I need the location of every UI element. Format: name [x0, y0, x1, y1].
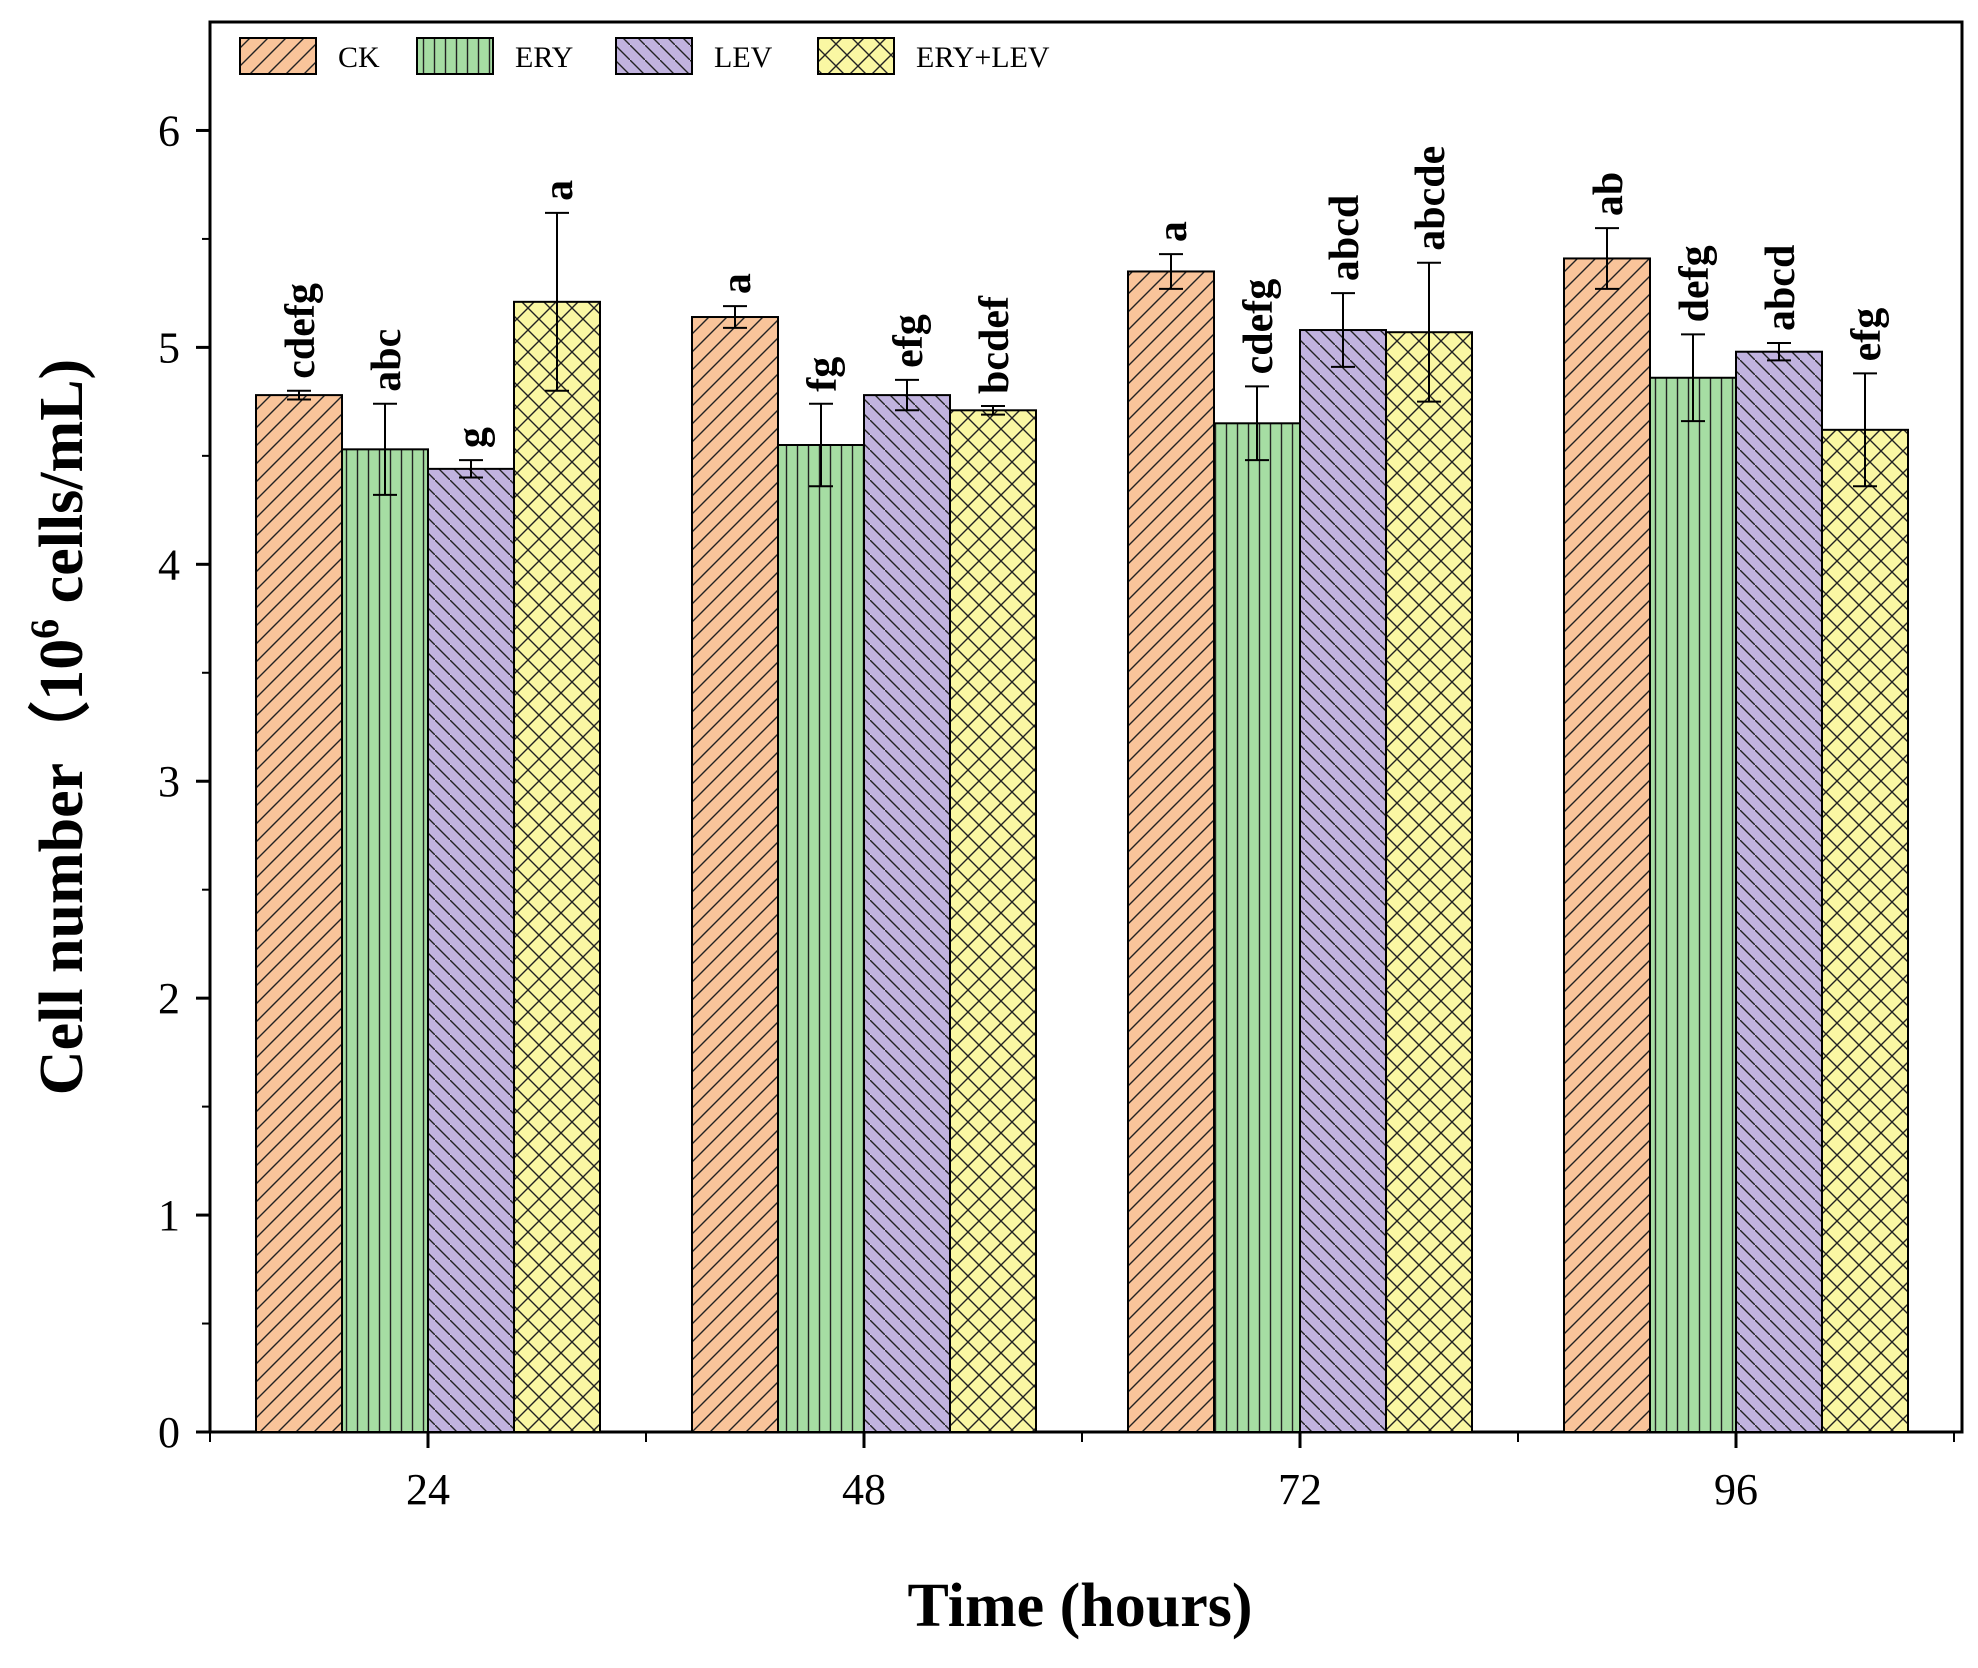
significance-label: a — [1150, 221, 1196, 242]
legend-item: LEV — [615, 37, 773, 75]
error-bar-lev-48 — [895, 378, 919, 412]
legend-swatch — [615, 37, 693, 75]
x-tick-label: 48 — [842, 1465, 886, 1514]
legend: CK ERY LEV ERY+LEV — [239, 37, 1050, 75]
bar-ery-lev-24 — [513, 300, 601, 1433]
bar-ery-lev-96 — [1821, 428, 1909, 1434]
significance-label: ab — [1586, 172, 1632, 216]
bar-lev-48 — [863, 394, 951, 1434]
significance-label: abcde — [1408, 146, 1454, 251]
error-bar-lev-72 — [1331, 292, 1355, 368]
legend-item: CK — [239, 37, 380, 75]
error-bar-lev-96 — [1767, 342, 1791, 362]
error-bar-ery-96 — [1681, 333, 1705, 423]
y-axis-title-unit-suffix: cells/mL) — [28, 359, 96, 619]
legend-swatch — [239, 37, 317, 75]
legend-item: ERY+LEV — [817, 37, 1050, 75]
significance-label: defg — [1672, 245, 1718, 322]
y-tick-label: 0 — [158, 1408, 180, 1457]
significance-label: efg — [1844, 308, 1890, 362]
y-axis-title-unit-prefix: （10 — [26, 639, 96, 763]
error-bars-layer — [287, 211, 1877, 496]
x-axis: 24 48 72 96 — [209, 1432, 1955, 1514]
error-bar-ery-24 — [373, 402, 397, 496]
legend-item: ERY — [416, 37, 573, 75]
error-bar-ery-lev-48 — [981, 404, 1005, 416]
y-tick-label: 2 — [158, 974, 180, 1023]
error-bar-ck-96 — [1595, 227, 1619, 290]
error-bar-ck-48 — [723, 305, 747, 329]
bar-ery-72 — [1213, 422, 1301, 1433]
y-axis-title-unit-sup: 6 — [22, 619, 67, 639]
significance-label: a — [714, 273, 760, 294]
bar-ery-lev-72 — [1385, 331, 1473, 1434]
y-tick-label: 3 — [158, 757, 180, 806]
x-tick-label: 24 — [406, 1465, 450, 1514]
error-bar-ery-48 — [809, 402, 833, 488]
error-bar-ery-72 — [1245, 385, 1269, 462]
legend-label: LEV — [714, 41, 773, 74]
error-bar-ery-lev-96 — [1853, 372, 1877, 488]
significance-label: efg — [886, 314, 932, 368]
bar-lev-24 — [427, 467, 515, 1434]
error-bar-ery-lev-72 — [1417, 261, 1441, 403]
y-tick-label: 5 — [158, 323, 180, 372]
y-axis-title-main: Cell number — [28, 763, 96, 1095]
y-tick-label: 4 — [158, 540, 180, 589]
x-axis-title: Time (hours) — [907, 1572, 1252, 1640]
y-tick-label: 6 — [158, 106, 180, 155]
bar-ck-24 — [255, 394, 343, 1434]
significance-label: abcd — [1758, 245, 1804, 331]
significance-label: bcdef — [972, 295, 1018, 394]
y-axis: 0 1 2 3 4 5 6 — [158, 22, 212, 1457]
significance-label: a — [536, 180, 582, 201]
error-bar-ery-lev-24 — [545, 211, 569, 392]
error-bar-ck-72 — [1159, 253, 1183, 290]
significance-label: fg — [800, 357, 846, 392]
x-tick-label: 96 — [1714, 1465, 1758, 1514]
error-bar-lev-24 — [459, 459, 483, 479]
significance-label: abcd — [1322, 195, 1368, 281]
y-tick-label: 1 — [158, 1191, 180, 1240]
bars-layer — [255, 257, 1909, 1434]
significance-label: cdefg — [1236, 279, 1282, 375]
x-tick-label: 72 — [1278, 1465, 1322, 1514]
significance-label: g — [450, 427, 496, 448]
legend-swatch — [817, 37, 895, 75]
legend-swatch — [416, 37, 494, 75]
significance-label: abc — [364, 329, 410, 392]
bar-lev-96 — [1735, 350, 1823, 1434]
legend-label: CK — [338, 41, 380, 74]
bar-ery-48 — [777, 444, 865, 1433]
bar-ery-lev-48 — [949, 409, 1037, 1433]
bar-ck-48 — [691, 316, 779, 1433]
y-axis-title: Cell number（106 cells/mL) — [22, 359, 96, 1095]
bar-ery-24 — [341, 448, 429, 1434]
legend-label: ERY — [515, 41, 573, 74]
bar-ck-72 — [1127, 270, 1215, 1433]
error-bar-ck-24 — [287, 389, 311, 401]
legend-label: ERY+LEV — [916, 41, 1050, 74]
bar-ck-96 — [1563, 257, 1651, 1433]
significance-label: cdefg — [278, 283, 324, 379]
bar-ery-96 — [1649, 376, 1737, 1433]
bar-lev-72 — [1299, 329, 1387, 1433]
